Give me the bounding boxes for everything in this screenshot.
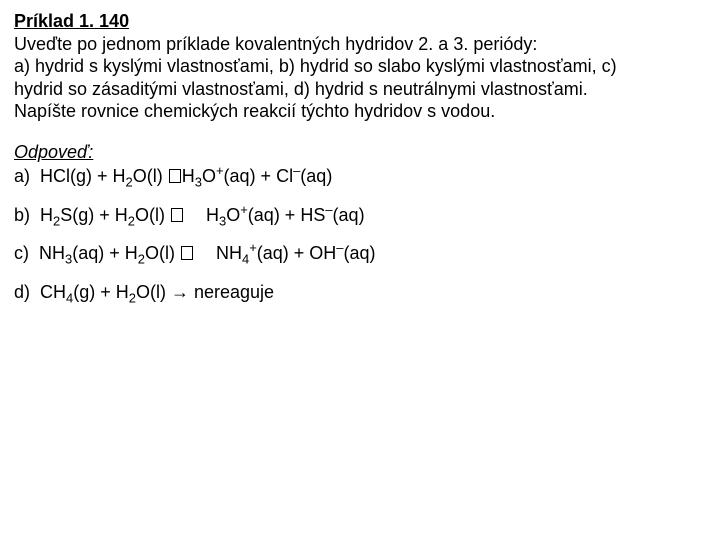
missing-box-icon: [181, 246, 193, 260]
text: O(l): [133, 166, 168, 186]
answer-label: Odpoveď:: [14, 141, 706, 164]
question-line-3: hydrid so zásaditými vlastnosťami, d) hy…: [14, 78, 706, 101]
text: (g) + H: [73, 282, 129, 302]
text: (aq): [300, 166, 332, 186]
text: S(g) + H: [60, 205, 128, 225]
question-line-4: Napíšte rovnice chemických reakcií týcht…: [14, 100, 706, 123]
sub: 3: [195, 175, 202, 190]
sub: 2: [138, 252, 145, 267]
text: c) NH: [14, 243, 65, 263]
example-title: Príklad 1. 140: [14, 10, 706, 33]
arrow-icon: →: [171, 282, 189, 302]
text: (aq) + OH: [257, 243, 337, 263]
question-block: Uveďte po jednom príklade kovalentných h…: [14, 33, 706, 123]
text: O(l): [135, 205, 170, 225]
missing-box-icon: [169, 169, 181, 183]
text: b) H: [14, 205, 53, 225]
missing-box-icon: [171, 208, 183, 222]
sub: 2: [129, 290, 136, 305]
text: O: [226, 205, 240, 225]
text: d) CH: [14, 282, 66, 302]
text: a) HCl(g) + H: [14, 166, 126, 186]
sup: +: [216, 163, 224, 178]
answer-b: b) H2S(g) + H2O(l) H3O+(aq) + HS–(aq): [14, 204, 706, 227]
text: O: [202, 166, 216, 186]
text: nereaguje: [189, 282, 274, 302]
text: (aq): [333, 205, 365, 225]
text: O(l): [145, 243, 180, 263]
sup: –: [325, 202, 332, 217]
sub: 2: [128, 213, 135, 228]
sup: +: [240, 202, 248, 217]
sup: –: [336, 240, 343, 255]
text: H: [206, 205, 219, 225]
text: NH: [216, 243, 242, 263]
text: (aq) + HS: [248, 205, 326, 225]
text: O(l): [136, 282, 171, 302]
question-line-2: a) hydrid s kyslými vlastnosťami, b) hyd…: [14, 55, 706, 78]
answer-d: d) CH4(g) + H2O(l) → nereaguje: [14, 281, 706, 304]
text: (aq): [344, 243, 376, 263]
sup: +: [249, 240, 257, 255]
answer-a: a) HCl(g) + H2O(l) H3O+(aq) + Cl–(aq): [14, 165, 706, 188]
text: H: [182, 166, 195, 186]
text: (aq) + H: [72, 243, 138, 263]
sub: 2: [126, 175, 133, 190]
question-line-1: Uveďte po jednom príklade kovalentných h…: [14, 33, 706, 56]
text: (aq) + Cl: [224, 166, 294, 186]
answer-c: c) NH3(aq) + H2O(l) NH4+(aq) + OH–(aq): [14, 242, 706, 265]
